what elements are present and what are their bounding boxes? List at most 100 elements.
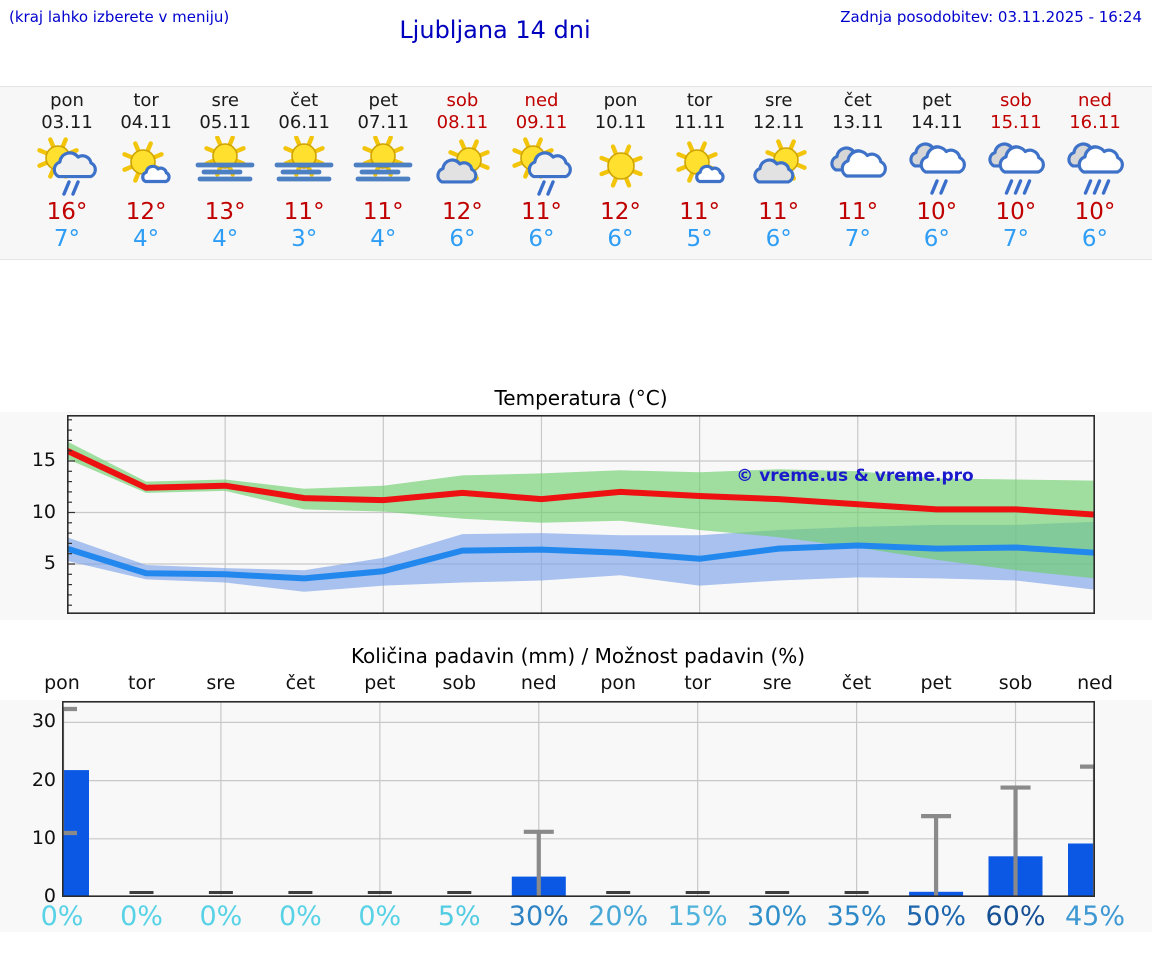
precip-probability-label: 0% <box>358 901 402 932</box>
forecast-day-column: tor 11.11 11° 5° <box>660 87 740 253</box>
day-date: 08.11 <box>436 112 489 133</box>
page-title: Ljubljana 14 dni <box>399 16 591 44</box>
day-date: 07.11 <box>357 112 410 133</box>
high-temp: 12° <box>125 199 167 225</box>
zero-precip-dash <box>606 891 631 894</box>
sun-small-cloud-icon <box>660 136 740 198</box>
sun-cloud-icon <box>422 136 502 198</box>
zero-precip-dash <box>765 891 790 894</box>
precip-day-label: sob <box>998 672 1033 694</box>
high-temp: 16° <box>46 199 88 225</box>
location-hint: (kraj lahko izberete v meniju) <box>9 8 230 26</box>
precip-y-axis-label: 0 <box>43 885 56 907</box>
high-temp: 10° <box>995 199 1037 225</box>
sun-fog-icon <box>264 135 344 198</box>
cloud-rain-2-icon <box>897 136 977 198</box>
forecast-day-column: sre 12.11 11° 6° <box>739 87 819 253</box>
precipitation-plot <box>62 701 1096 897</box>
precip-probability-label: 15% <box>667 901 728 932</box>
plot-border <box>67 415 1096 614</box>
precip-day-label: ned <box>520 672 557 694</box>
day-name: pet <box>368 90 399 111</box>
forecast-day-column: sob 08.11 12° 6° <box>422 87 502 253</box>
temperature-chart <box>67 415 1096 614</box>
zero-precip-dash <box>367 891 392 894</box>
forecast-day-column: sre 05.11 13° 4° <box>185 87 265 253</box>
forecast-day-column: pet 07.11 11° 4° <box>343 87 423 253</box>
low-temp: 3° <box>291 226 318 252</box>
low-temp: 6° <box>1081 226 1109 252</box>
temp-y-axis-label: 5 <box>43 552 56 574</box>
day-date: 14.11 <box>911 112 963 133</box>
zero-precip-dash <box>129 891 154 894</box>
day-date: 04.11 <box>120 112 172 133</box>
day-date: 10.11 <box>594 112 647 133</box>
precip-probability-label: 0% <box>199 901 243 932</box>
day-date: 15.11 <box>990 112 1042 133</box>
forecast-day-column: pon 03.11 16° 7° <box>27 87 107 253</box>
watermark: © vreme.us & vreme.pro <box>736 466 974 486</box>
precip-probability-label: 20% <box>588 901 649 932</box>
low-temp: 7° <box>53 226 81 252</box>
day-date: 09.11 <box>515 112 568 133</box>
day-name: tor <box>133 90 159 111</box>
precip-probability-label: 60% <box>985 901 1046 932</box>
high-temp: 11° <box>758 199 800 225</box>
high-temp: 11° <box>521 199 562 225</box>
low-temp: 6° <box>765 226 792 252</box>
zero-precip-dash <box>288 891 313 894</box>
forecast-day-column: sob 15.11 10° 7° <box>976 87 1056 253</box>
forecast-day-column: pet 14.11 10° 6° <box>897 87 977 253</box>
sun-cloud-rain-icon <box>502 136 582 198</box>
low-temp: 7° <box>1002 226 1029 252</box>
precip-day-label: tor <box>128 672 155 694</box>
low-temp: 6° <box>528 226 555 252</box>
cloud-rain-3-icon <box>976 136 1056 198</box>
day-date: 13.11 <box>832 112 884 133</box>
day-date: 11.11 <box>673 112 726 133</box>
cloudy-icon <box>818 136 898 198</box>
precip-probability-label: 50% <box>906 901 967 932</box>
low-temp: 4° <box>370 226 397 252</box>
precip-day-label: pon <box>44 672 80 694</box>
forecast-day-column: čet 13.11 11° 7° <box>818 87 898 253</box>
day-name: ned <box>524 90 559 111</box>
day-name: čet <box>290 90 319 111</box>
zero-precip-dash <box>685 891 710 894</box>
forecast-day-column: ned 09.11 11° 6° <box>502 87 582 253</box>
cloud-rain-3-icon <box>1055 136 1135 198</box>
day-name: pon <box>603 90 638 111</box>
day-name: sre <box>764 90 793 111</box>
sun-fog-icon <box>185 135 265 198</box>
low-temp: 7° <box>844 226 871 252</box>
zero-precip-dash <box>844 891 869 894</box>
forecast-day-column: tor 04.11 12° 4° <box>106 87 186 253</box>
precip-probability-label: 0% <box>278 901 322 932</box>
high-temp: 10° <box>916 199 958 225</box>
precip-bar <box>1068 843 1095 897</box>
precip-probability-label: 0% <box>40 901 84 932</box>
precip-day-label: čet <box>285 672 316 694</box>
max-temp-line <box>67 447 1095 518</box>
min-temp-line <box>67 542 1095 582</box>
day-name: pet <box>922 90 952 111</box>
temp-y-axis-label: 15 <box>31 449 56 471</box>
high-temp: 12° <box>600 199 641 225</box>
plot-border <box>62 701 1096 897</box>
low-temp: 5° <box>686 226 713 252</box>
high-temp: 11° <box>679 199 720 225</box>
zero-precip-dash <box>447 891 472 894</box>
sun-small-cloud-icon <box>106 136 186 198</box>
precip-day-label: čet <box>841 672 872 694</box>
forecast-day-column: čet 06.11 11° 3° <box>264 87 344 253</box>
sun-fog-icon <box>343 135 423 198</box>
precipitation-chart-title: Količina padavin (mm) / Možnost padavin … <box>350 644 806 668</box>
forecast-strip: pon 03.11 16° 7° tor 04.11 12° 4° sre 05.11 13° 4° č… <box>0 86 1152 260</box>
day-date: 06.11 <box>278 112 330 133</box>
precipitation-chart <box>62 701 1096 897</box>
day-name: sob <box>999 90 1032 111</box>
plot-background <box>62 701 1095 897</box>
high-temp: 11° <box>283 199 325 225</box>
precip-day-label: sre <box>762 672 792 694</box>
